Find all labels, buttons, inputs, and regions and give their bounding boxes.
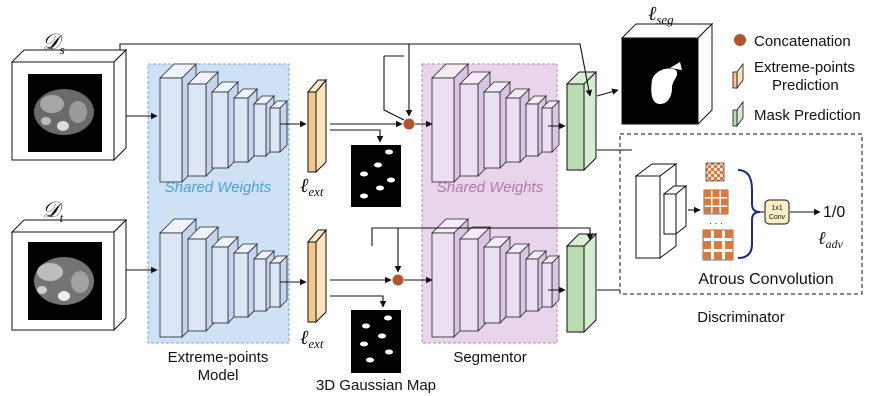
segmentor-top-layer-3 [505, 88, 530, 163]
layer-stacks [159, 63, 560, 338]
segmentor-bottom-layer-3 [505, 243, 530, 318]
target-domain-label: 𝒟t [42, 197, 64, 225]
source-ct-cube [10, 48, 128, 162]
mask-prediction-bottom [565, 232, 598, 334]
atrous-kernels: · · · [702, 162, 734, 261]
extreme-points-model-label-1: Extreme-points [168, 349, 269, 366]
segmentor-bottom-layer-5 [541, 255, 560, 308]
legend-extreme-points-swatch [732, 62, 744, 90]
concat-dot-bottom [392, 274, 404, 286]
source-domain-label: 𝒟s [42, 29, 65, 57]
segmentor-label: Segmentor [453, 349, 526, 366]
segmentation-output-cube [620, 22, 714, 126]
concat-dot-top [403, 118, 415, 130]
encoder-bottom-layer-3 [233, 243, 258, 318]
ext-loss-bottom: ℓext [300, 327, 324, 351]
conv-1x1-line2: Conv [769, 214, 786, 221]
conv-1x1-box [764, 199, 790, 225]
gaussian-map-top [351, 145, 401, 207]
extreme-points-model-label-2: Model [198, 367, 239, 384]
legend-extreme-points-1: Extreme-points [754, 59, 855, 76]
atrous-ellipsis: · · · [709, 218, 723, 228]
discriminator-layers [634, 163, 688, 259]
legend-mask-swatch [732, 100, 744, 128]
legend-concat-dot [734, 34, 746, 46]
conv-1x1-line1: 1x1 [771, 205, 782, 212]
adv-loss-label: ℓadv [818, 228, 844, 251]
extreme-points-prediction-bottom [306, 228, 328, 324]
ext-loss-top: ℓext [300, 175, 324, 199]
legend: Concatenation Extreme-points Prediction … [732, 33, 861, 128]
mask-prediction-top [565, 70, 598, 172]
connections [119, 43, 821, 308]
extreme-points-prediction-top [306, 78, 328, 174]
encoder-top-layer-1 [187, 71, 219, 177]
seg-loss-label: ℓseg [648, 3, 674, 27]
encoder-top-layer-3 [233, 88, 258, 163]
output-label: 1/0 [823, 204, 845, 221]
legend-extreme-points-2: Prediction [772, 77, 839, 94]
atrous-label: Atrous Convolution [698, 271, 833, 288]
legend-mask-prediction: Mask Prediction [754, 107, 861, 124]
gaussian-map-label: 3D Gaussian Map [316, 377, 436, 394]
atrous-kernel-large [702, 229, 734, 261]
encoder-top-layer-5 [269, 100, 288, 153]
discriminator-label: Discriminator [697, 309, 785, 326]
gaussian-map-bottom [351, 310, 401, 373]
atrous-kernel-mid [703, 189, 729, 215]
legend-concatenation: Concatenation [754, 33, 851, 50]
shared-weights-label-2: Shared Weights [437, 179, 544, 196]
target-ct-cube [10, 218, 128, 332]
shared-weights-label-1: Shared Weights [165, 179, 272, 196]
